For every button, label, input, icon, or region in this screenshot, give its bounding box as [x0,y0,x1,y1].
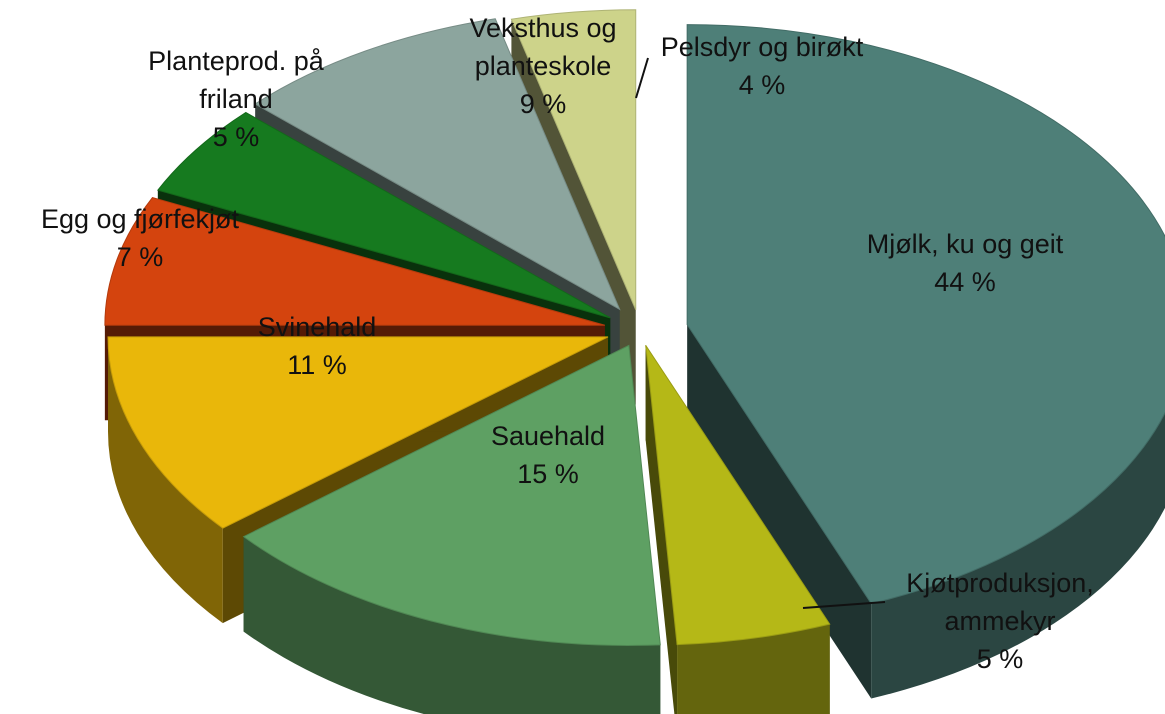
slice-label: Svinehald 11 % [258,312,377,380]
pie-slice [104,196,606,326]
leader-line [635,57,649,99]
pie-slice-wall [871,412,1165,699]
slice-label: Pelsdyr og birøkt 4 % [661,32,864,100]
slice-name-label: Egg og fjørfekjøt [41,204,240,234]
slice-value-label: 44 % [934,267,996,297]
slice-value-label: 9 % [520,89,567,119]
pie-slice-wall [677,624,830,714]
slice-name-label: friland [199,84,273,114]
slice-label: Veksthus og planteskole 9 % [469,13,616,119]
slice-value-label: 7 % [117,242,164,272]
pie-slice [156,111,611,319]
slice-value-label: 15 % [517,459,579,489]
pie-slice [686,24,1165,605]
slice-name-label: Svinehald [258,312,377,342]
pie-slice [645,344,831,646]
slice-name-label: Sauehald [491,421,605,451]
slice-name-label: Mjølk, ku og geit [867,229,1064,259]
slice-label: Sauehald 15 % [491,421,605,489]
pie-slice [242,344,661,646]
pie-slice-wall [108,336,223,624]
slice-label: Planteprod. på friland 5 % [148,46,325,152]
pie-slice [254,18,621,311]
slice-value-label: 5 % [977,644,1024,674]
slice-value-label: 11 % [287,350,347,380]
slice-name-label: planteskole [475,51,612,81]
slice-label: Egg og fjørfekjøt 7 % [41,204,240,272]
leader-line [802,601,886,609]
slice-name-label: Pelsdyr og birøkt [661,32,864,62]
pie-slice [107,336,609,529]
pie-slice-side [645,345,678,714]
slice-value-label: 4 % [739,70,786,100]
slice-label: Kjøtproduksjon, ammekyr 5 % [906,568,1094,674]
pie-slice [510,9,637,310]
pie-slice-side [687,324,872,699]
slice-name-label: Veksthus og [469,13,616,43]
slice-value-label: 5 % [213,122,260,152]
slice-name-label: ammekyr [944,606,1055,636]
pie-slice-wall [243,536,661,714]
slice-name-label: Kjøtproduksjon, [906,568,1094,598]
slice-label: Mjølk, ku og geit 44 % [867,229,1064,297]
slice-name-label: Planteprod. på [148,46,325,76]
